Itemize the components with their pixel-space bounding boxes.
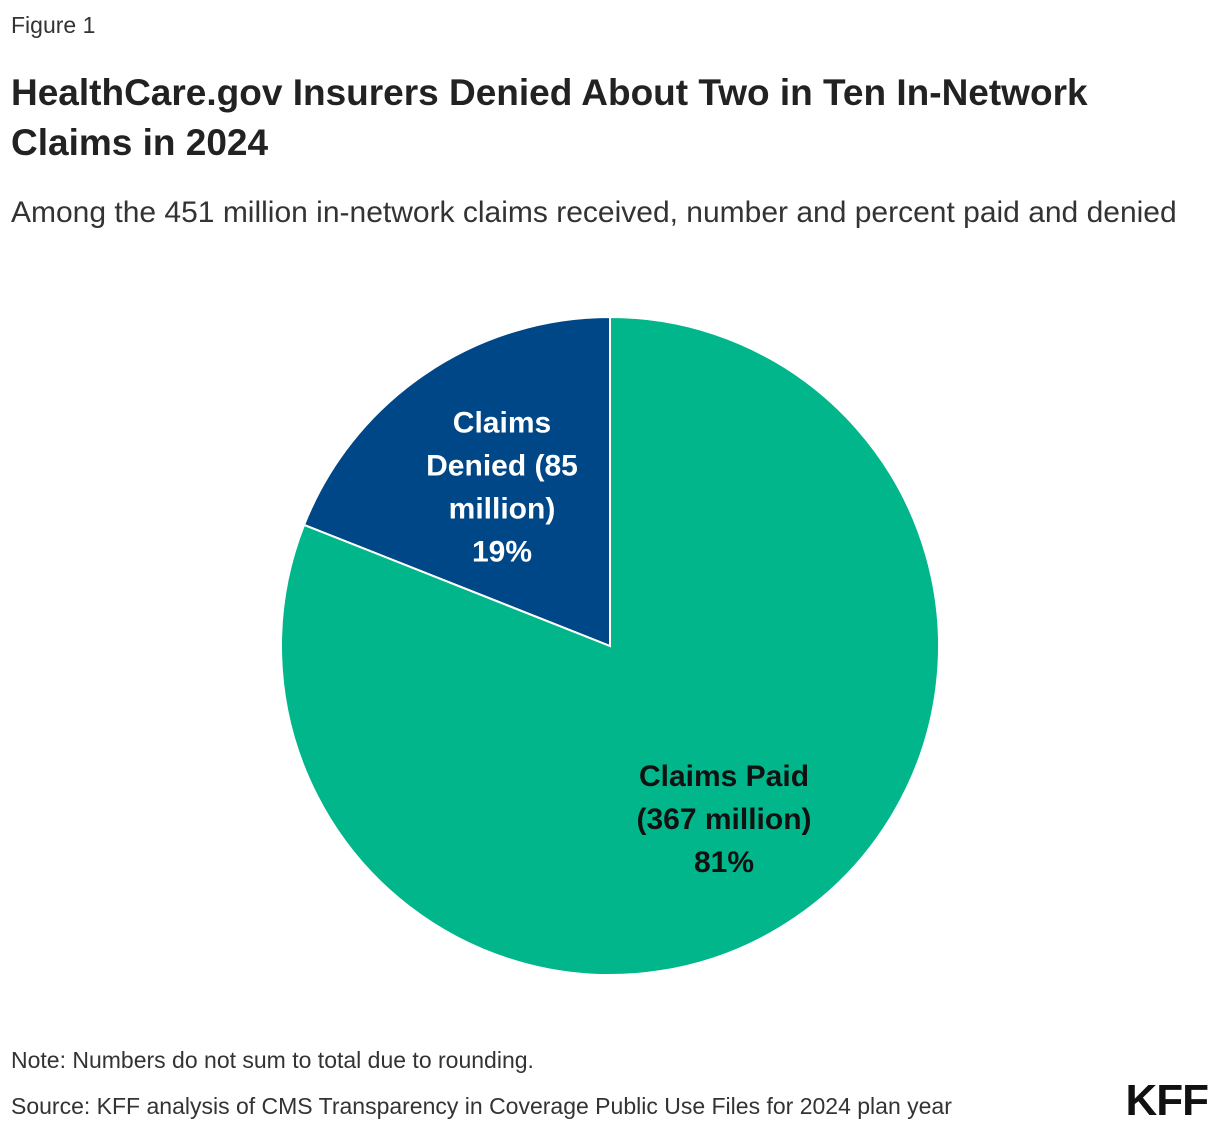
pie-slice-claims-paid <box>280 315 940 976</box>
slice-label-claims-denied: Claims Denied (85 million) 19% <box>426 407 578 569</box>
slice-label-line: Claims Paid <box>639 760 809 793</box>
slice-label-claims-paid: Claims Paid (367 million) 81% <box>636 760 811 879</box>
chart-source: Source: KFF analysis of CMS Transparency… <box>11 1093 952 1119</box>
slice-label-line: 81% <box>694 846 754 879</box>
slice-label-line: Denied (85 <box>426 450 578 483</box>
chart-note: Note: Numbers do not sum to total due to… <box>11 1047 534 1073</box>
pie-chart: Claims Denied (85 million) 19% Claims Paid (3… <box>280 315 940 976</box>
pie-slice-claims-denied <box>302 315 611 648</box>
slice-label-line: 19% <box>472 536 532 569</box>
slice-label-line: Claims <box>453 407 551 440</box>
figure-label: Figure 1 <box>11 12 96 38</box>
slice-label-line: (367 million) <box>636 803 811 836</box>
chart-subtitle: Among the 451 million in-network claims … <box>11 196 1177 229</box>
slice-label-line: million) <box>449 493 556 526</box>
chart-title: HealthCare.gov Insurers Denied About Two… <box>11 72 1088 163</box>
kff-logo: KFF <box>1125 1076 1209 1125</box>
